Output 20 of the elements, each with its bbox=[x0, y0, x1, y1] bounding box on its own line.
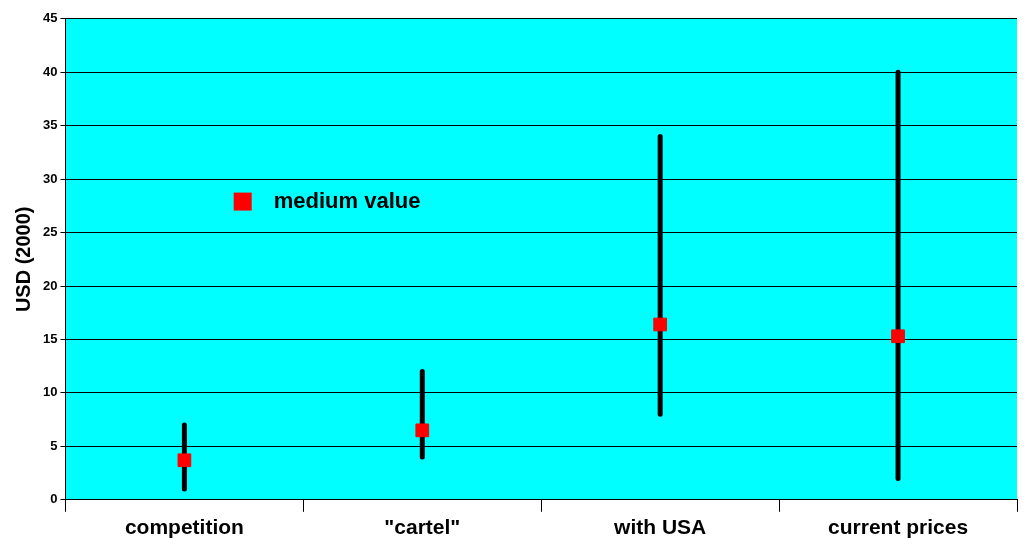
x-tick-label: with USA bbox=[613, 515, 707, 539]
y-tick-label: 45 bbox=[42, 10, 58, 26]
legend-label: medium value bbox=[273, 187, 421, 213]
y-tick-label: 15 bbox=[42, 331, 58, 347]
x-tick-label: "cartel" bbox=[384, 515, 461, 539]
y-tick-label: 25 bbox=[42, 224, 58, 240]
y-tick-label: 35 bbox=[42, 117, 58, 133]
y-tick-label: 10 bbox=[42, 384, 58, 400]
point bbox=[177, 453, 192, 468]
y-tick-label: 40 bbox=[42, 63, 58, 79]
x-tick-label: current prices bbox=[828, 515, 969, 539]
point bbox=[653, 317, 668, 332]
x-tick-label: competition bbox=[124, 515, 244, 539]
y-tick-label: 0 bbox=[50, 491, 58, 507]
y-axis-title: USD (2000) bbox=[11, 206, 34, 313]
point bbox=[891, 329, 905, 344]
y-tick-label: 20 bbox=[42, 277, 58, 293]
point bbox=[415, 423, 430, 438]
y-tick-label: 5 bbox=[50, 437, 58, 453]
y-tick-label: 30 bbox=[42, 170, 58, 186]
